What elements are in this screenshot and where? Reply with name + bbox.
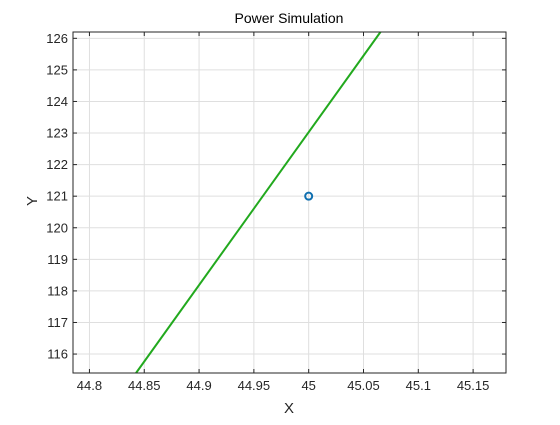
x-tick-label: 44.9 [186, 378, 211, 393]
x-tick-label: 45 [301, 378, 315, 393]
y-tick-label: 119 [47, 252, 68, 267]
y-axis-label: Y [24, 196, 41, 206]
x-tick-label: 44.85 [128, 378, 161, 393]
y-tick-label: 123 [46, 126, 68, 141]
scatter-point [304, 191, 314, 201]
chart-title: Power Simulation [235, 10, 344, 26]
x-tick-label: 45.1 [406, 378, 431, 393]
y-tick-label: 117 [47, 315, 68, 330]
x-tick-label: 44.8 [77, 378, 102, 393]
x-tick-label: 45.15 [457, 378, 490, 393]
y-tick-label: 121 [46, 189, 68, 204]
x-tick-labels: 44.8 44.85 44.9 44.95 45 45.05 45.1 45.15 [77, 378, 490, 393]
y-tick-label: 126 [46, 31, 68, 46]
y-tick-label: 122 [46, 157, 68, 172]
line-series [135, 31, 382, 374]
y-tick-label: 125 [46, 62, 68, 77]
y-tick-label: 120 [46, 220, 68, 235]
series-layer [135, 31, 382, 374]
grid-layer [73, 32, 506, 373]
y-tick-label: 124 [46, 94, 68, 109]
plot-frame [72, 31, 507, 374]
x-tick-label: 45.05 [347, 378, 380, 393]
y-tick-labels: 116 117 118 119 120 121 122 123 124 125 126 [46, 31, 68, 362]
x-tick-label: 44.95 [238, 378, 271, 393]
y-tick-label: 118 [47, 283, 68, 298]
plot-area [73, 32, 506, 373]
x-axis-label: X [284, 400, 294, 417]
tick-layer [73, 32, 506, 373]
y-tick-label: 116 [47, 347, 68, 362]
